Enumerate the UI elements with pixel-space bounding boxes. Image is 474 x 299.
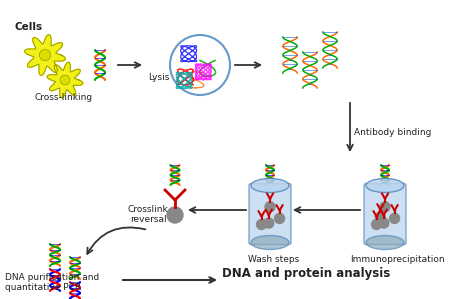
Circle shape	[375, 213, 385, 222]
Circle shape	[390, 213, 400, 223]
Circle shape	[256, 219, 266, 230]
Text: DNA and protein analysis: DNA and protein analysis	[222, 267, 390, 280]
FancyBboxPatch shape	[364, 184, 406, 245]
Circle shape	[372, 219, 382, 230]
Text: Crosslink
reversal: Crosslink reversal	[128, 205, 168, 224]
Text: Lysis: Lysis	[148, 73, 169, 82]
Circle shape	[379, 218, 389, 228]
Text: Wash steps: Wash steps	[248, 255, 299, 264]
Circle shape	[265, 202, 275, 212]
Circle shape	[274, 213, 284, 223]
Polygon shape	[25, 35, 65, 75]
Circle shape	[167, 207, 183, 223]
Text: DNA purification and
quantitative PCR: DNA purification and quantitative PCR	[5, 273, 99, 292]
Ellipse shape	[251, 236, 289, 249]
Polygon shape	[47, 62, 83, 98]
Circle shape	[264, 218, 274, 228]
Circle shape	[60, 75, 70, 85]
Circle shape	[380, 202, 390, 212]
Ellipse shape	[366, 236, 404, 249]
FancyBboxPatch shape	[249, 184, 291, 245]
Text: Antibody binding: Antibody binding	[354, 128, 431, 137]
Text: Immunoprecipitation: Immunoprecipitation	[350, 255, 445, 264]
Ellipse shape	[251, 179, 289, 193]
Text: Cross-linking: Cross-linking	[35, 93, 93, 102]
Circle shape	[39, 49, 51, 61]
Ellipse shape	[366, 179, 404, 193]
Text: Cells: Cells	[15, 22, 43, 32]
